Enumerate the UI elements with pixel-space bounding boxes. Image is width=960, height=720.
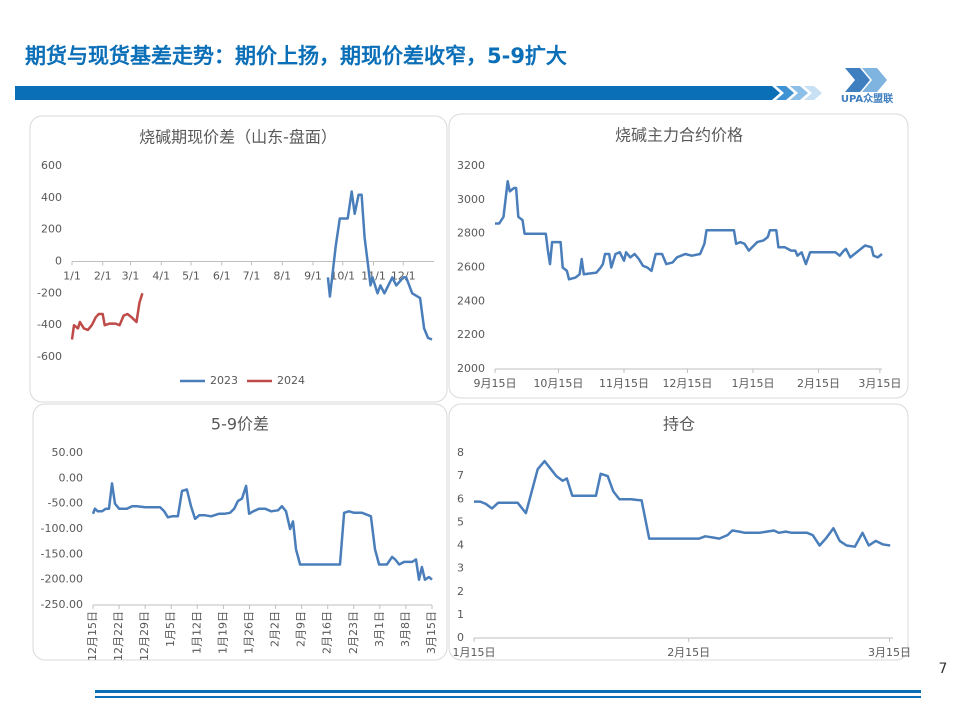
x-tick-label: 3月15日 [858,377,901,390]
x-tick-label: 1/1 [63,270,81,283]
y-tick-label: 400 [41,191,62,204]
x-tick-label: 1月26日 [242,611,255,654]
series-line [495,179,883,281]
chevron [804,86,822,100]
series-line [70,292,144,340]
x-tick-label: 7/1 [243,270,261,283]
x-tick-label: 3月15日 [425,611,438,654]
x-tick-label: 3/1 [122,270,140,283]
y-tick-label: 600 [41,159,62,172]
x-tick-label: 2月15日 [797,377,840,390]
x-tick-label: 6/1 [213,270,231,283]
x-tick-label: 1月15日 [732,377,775,390]
y-tick-label: 1 [457,608,464,621]
y-tick-label: 0.00 [59,471,84,484]
y-tick-label: 2800 [457,227,485,240]
y-tick-label: 2000 [457,362,485,375]
x-tick-label: 1月19日 [216,611,229,654]
x-tick-label: 9/1 [304,270,322,283]
x-tick-label: 8/1 [273,270,291,283]
x-tick-label: 10月15日 [533,377,583,390]
x-tick-label: 10/1 [330,270,355,283]
x-tick-label: 2月9日 [295,611,308,647]
chart-title: 烧碱主力合约价格 [615,126,743,145]
y-tick-label: 7 [457,469,464,482]
footer-line [95,690,921,693]
x-tick-label: 12月15日 [662,377,712,390]
chart-title: 烧碱期现价差（山东-盘面） [139,128,337,147]
y-tick-label: 200 [41,223,62,236]
y-tick-label: 3000 [457,193,485,206]
chart-frame [32,403,448,661]
series-line [91,482,433,581]
x-tick-label: 9月15日 [474,377,517,390]
y-tick-label: 2200 [457,328,485,341]
chart-frame [29,115,448,403]
slide-title: 期货与现货基差走势：期价上扬，期现价差收窄，5-9扩大 [25,44,567,68]
x-tick-label: 2月15日 [667,646,710,659]
x-tick-label: 11月15日 [599,377,649,390]
x-tick-label: 4/1 [152,270,170,283]
logo-text: UPA众盟联 [841,92,893,105]
chart-title: 5-9价差 [211,415,269,434]
chevron [790,86,808,100]
y-tick-label: 50.00 [52,446,84,459]
x-tick-label: 2月2日 [269,611,282,647]
footer-line [95,696,921,698]
x-tick-label: 12月22日 [112,611,125,661]
x-tick-label: 1月5日 [164,611,177,647]
logo-mark [862,68,887,92]
series-line [326,190,433,341]
y-tick-label: -200.00 [41,573,83,586]
y-tick-label: -250.00 [41,598,83,611]
x-tick-label: 2/1 [94,270,112,283]
y-tick-label: 2600 [457,261,485,274]
y-tick-label: 6 [457,492,464,505]
legend-label: 2024 [277,374,305,387]
y-tick-label: 2400 [457,294,485,307]
x-tick-label: 12/1 [391,270,416,283]
y-tick-label: -100.00 [41,522,83,535]
x-tick-label: 12月15日 [86,611,99,661]
x-tick-label: 5/1 [182,270,200,283]
y-tick-label: 4 [457,539,464,552]
y-tick-label: 0 [457,631,464,644]
x-tick-label: 11/1 [361,270,386,283]
x-tick-label: 1月12日 [190,611,203,654]
y-tick-label: 5 [457,515,464,528]
y-tick-label: -400 [37,318,62,331]
y-tick-label: 8 [457,446,464,459]
header-bar [15,86,780,100]
x-tick-label: 2月16日 [321,611,334,654]
y-tick-label: -600 [37,350,62,363]
x-tick-label: 2月23日 [347,611,360,654]
chart-title: 持仓 [663,415,695,434]
x-tick-label: 12月29日 [138,611,151,661]
x-tick-label: 3月8日 [399,611,412,647]
page-number: 7 [939,661,948,677]
y-tick-label: -200 [37,286,62,299]
y-tick-label: 2 [457,585,464,598]
chevron [776,86,794,100]
y-tick-label: 0 [55,255,62,268]
chart-frame [448,403,909,661]
x-tick-label: 3月15日 [868,646,911,659]
x-tick-label: 1月15日 [453,646,496,659]
y-tick-label: -150.00 [41,547,83,560]
legend-label: 2023 [210,374,238,387]
series-line [474,459,891,548]
logo-mark [845,68,870,92]
y-tick-label: 3200 [457,159,485,172]
x-tick-label: 3月1日 [373,611,386,647]
y-tick-label: -50.00 [48,497,83,510]
y-tick-label: 3 [457,562,464,575]
